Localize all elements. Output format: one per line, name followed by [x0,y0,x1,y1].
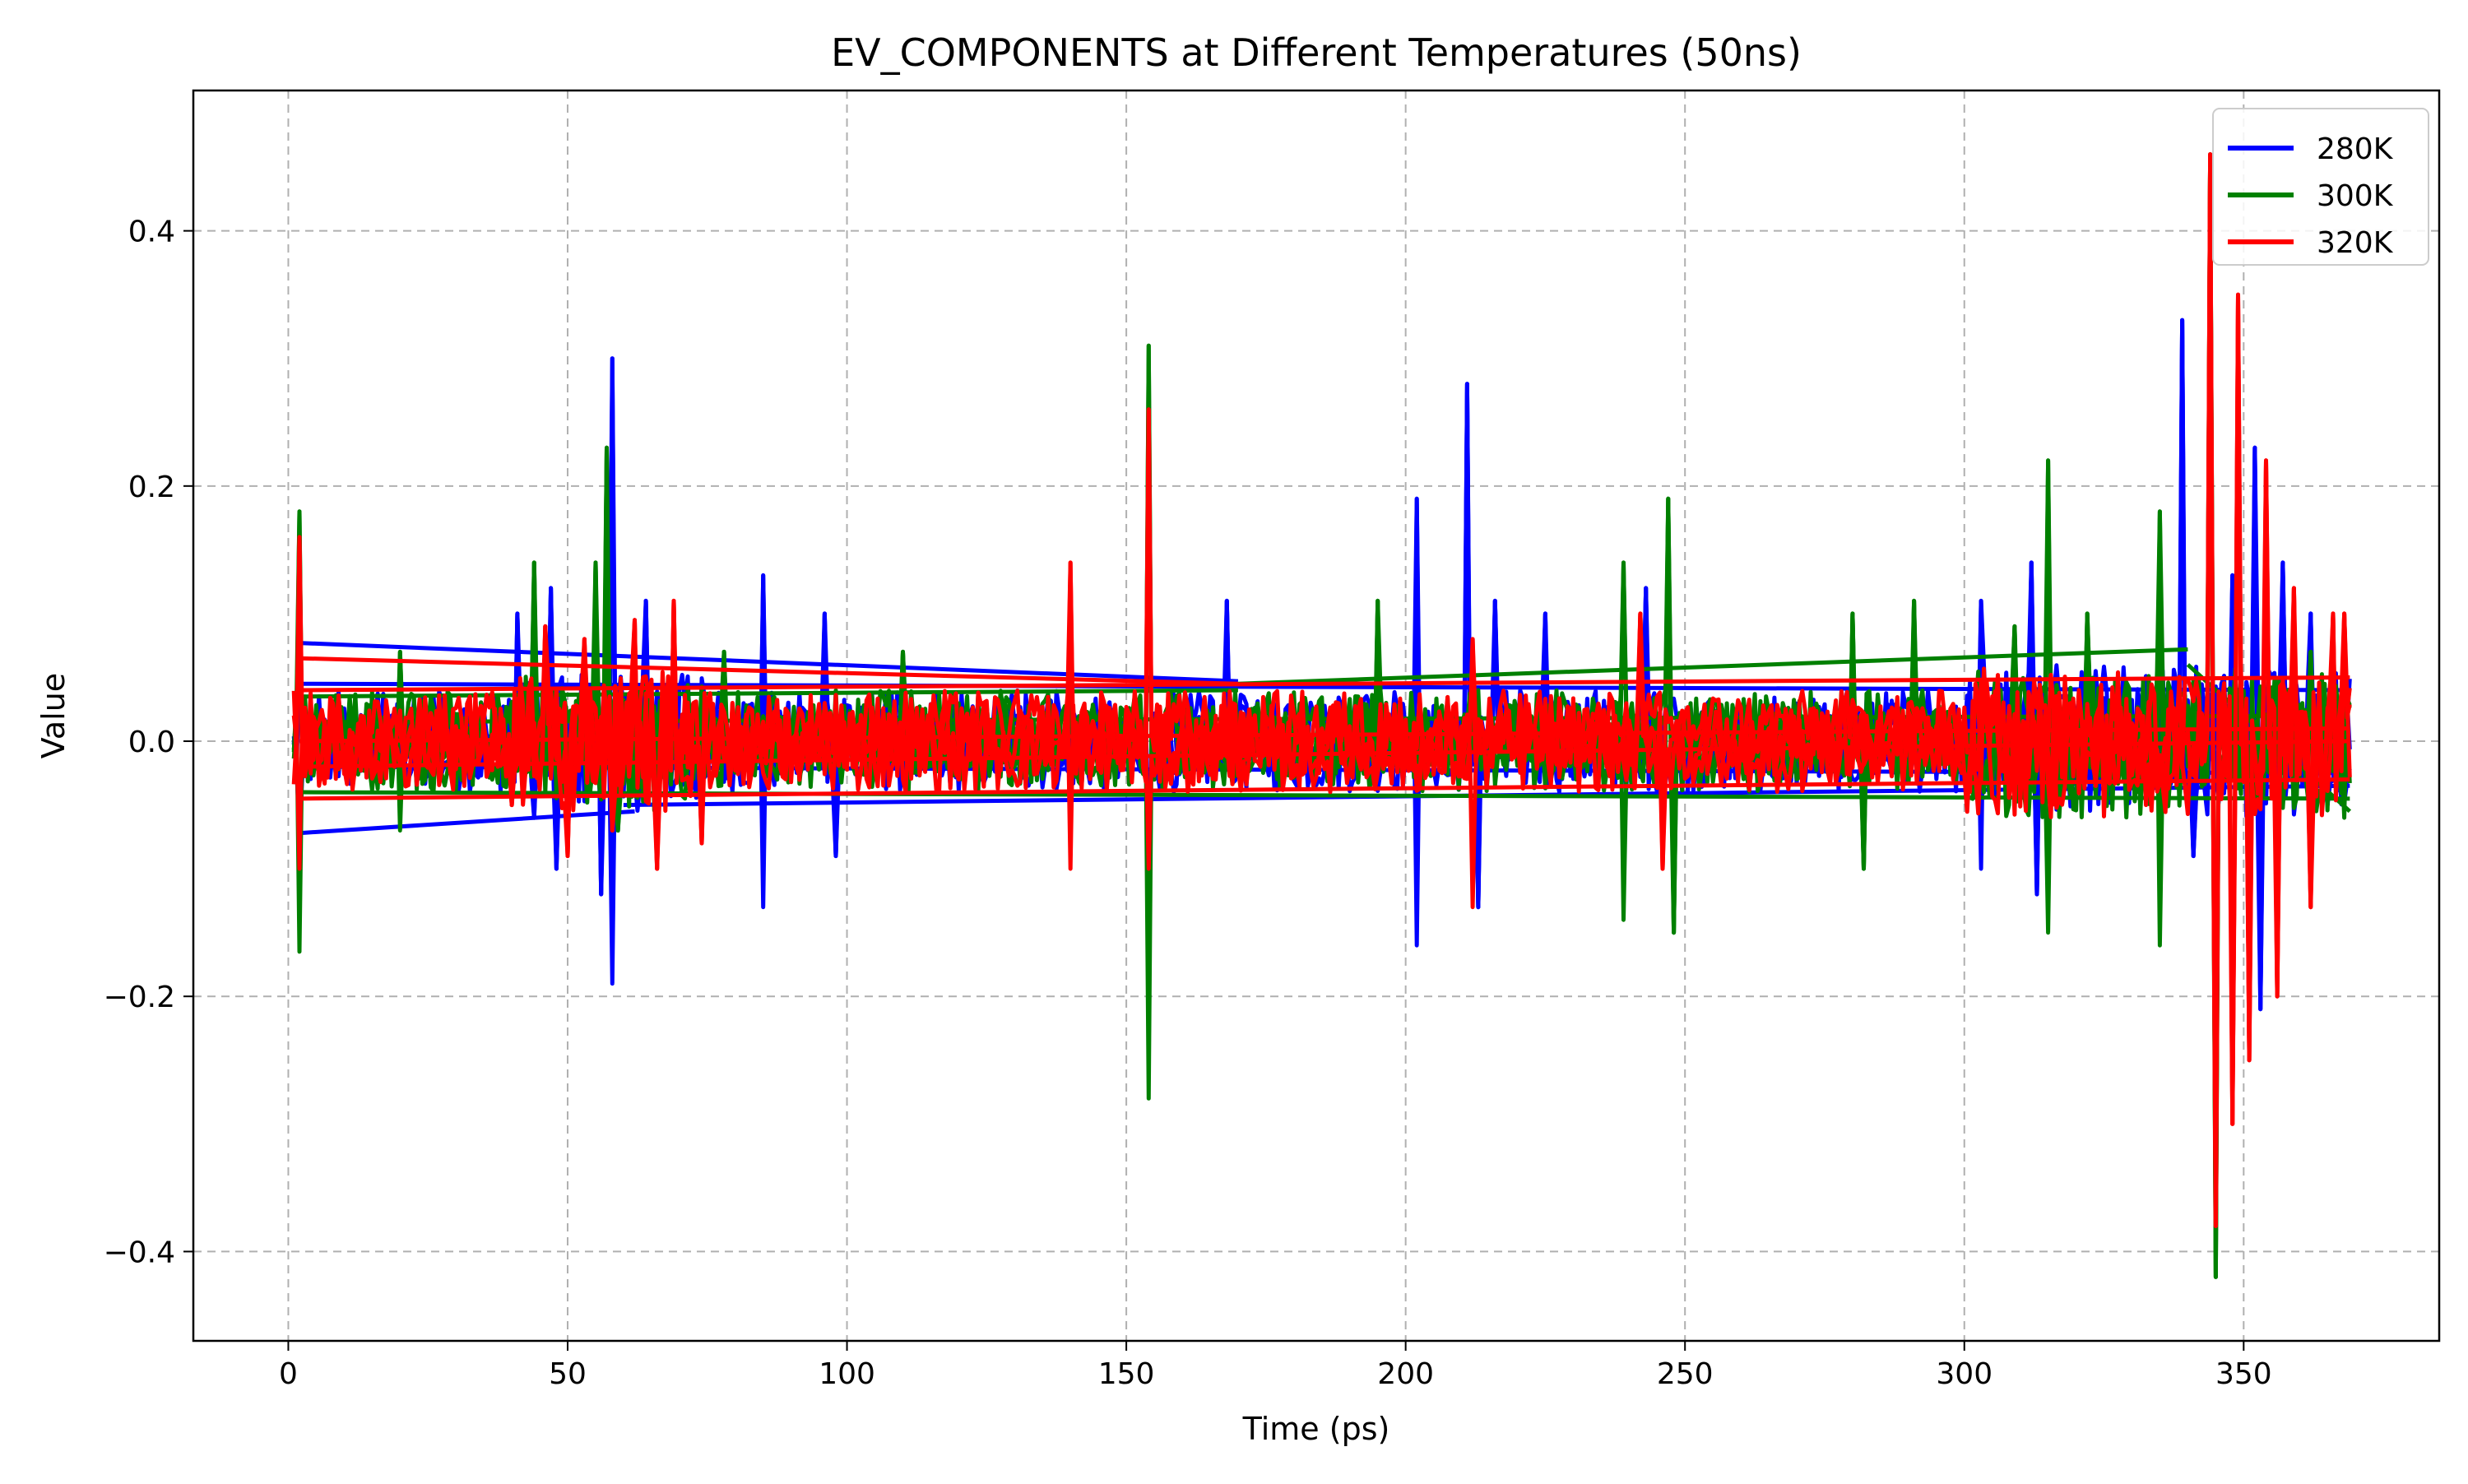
legend-label: 320K [2317,226,2394,260]
y-tick-label: 0.4 [128,216,175,249]
x-tick-label: 50 [549,1357,587,1391]
series-line-segment [299,641,1239,684]
x-axis-label: Time (ps) [1242,1411,1390,1447]
y-axis-label: Value [35,673,72,758]
y-tick-label: 0.0 [128,726,175,759]
y-tick-label: −0.2 [104,981,175,1014]
series-line [291,152,2352,1228]
x-tick-label: 250 [1657,1357,1714,1391]
axes-frame [192,89,2441,1343]
legend-label: 300K [2317,179,2394,213]
series-line-segment [299,656,1238,686]
x-tick-label: 200 [1377,1357,1434,1391]
axis-ticks: 0 50 100 150 200 250 300 350 −0.4 −0.2 0.0 0.2 0.4 [104,216,2272,1391]
y-tick-label: −0.4 [104,1236,175,1269]
plot-area [291,152,2352,1279]
legend: 280K 300K 320K [2212,108,2429,266]
x-tick-label: 100 [819,1357,875,1391]
x-tick-label: 150 [1098,1357,1155,1391]
x-tick-label: 300 [1936,1357,1992,1391]
x-tick-label: 0 [279,1357,298,1391]
series-line-segment [1237,647,2188,686]
chart-title: EV_COMPONENTS at Different Temperatures … [831,30,1802,75]
y-tick-label: 0.2 [128,471,175,504]
series-line-segment [299,809,635,836]
series-line-segment [299,688,1238,699]
legend-label: 280K [2317,132,2394,166]
x-tick-label: 350 [2215,1357,2272,1391]
series-320K [291,152,2352,1228]
